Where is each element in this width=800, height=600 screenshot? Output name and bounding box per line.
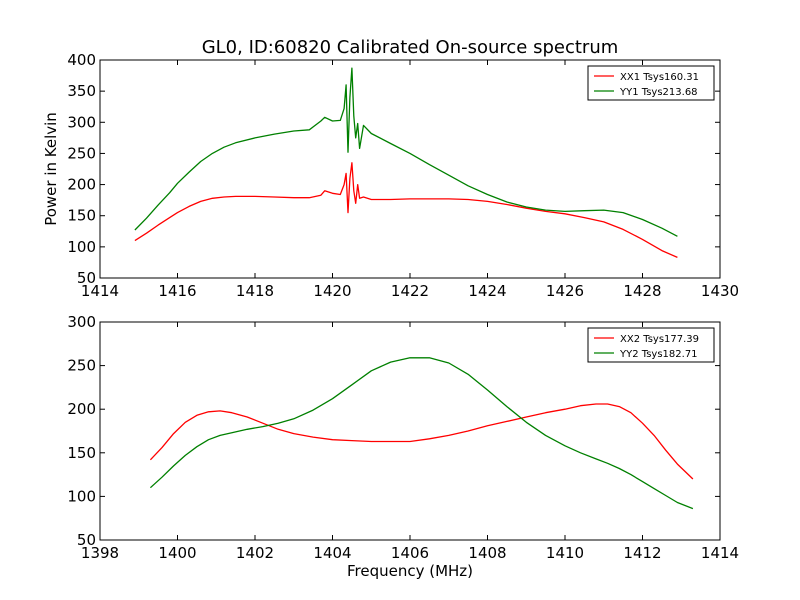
y-tick-label-2: 100 bbox=[67, 487, 96, 505]
x-tick-label-1: 1416 bbox=[158, 282, 196, 300]
series-line-1-2 bbox=[134, 67, 678, 237]
series-line-2-1 bbox=[149, 403, 694, 480]
legend-2: XX2 Tsys177.39 YY2 Tsys182.71 bbox=[587, 327, 715, 363]
x-tick-label-1: 1426 bbox=[546, 282, 584, 300]
subplot-1: 1414 1416 1418 1420 1422 1424 1426 1428 1430 50 10… bbox=[42, 51, 739, 300]
y-tick-label-2: 50 bbox=[77, 531, 96, 549]
y-tick-label-1: 350 bbox=[67, 82, 96, 100]
figure-title: GL0, ID:60820 Calibrated On-source spect… bbox=[202, 37, 619, 58]
x-tick-label-1: 1422 bbox=[391, 282, 429, 300]
legend-label-1-2: YY1 Tsys213.68 bbox=[619, 87, 698, 98]
legend-box-1 bbox=[587, 65, 715, 101]
x-tick-label-2: 1406 bbox=[391, 544, 429, 562]
y-tick-label-1: 400 bbox=[67, 51, 96, 69]
legend-label-2-2: YY2 Tsys182.71 bbox=[619, 349, 698, 360]
legend-label-2-1: XX2 Tsys177.39 bbox=[620, 334, 699, 345]
y-tick-label-1: 50 bbox=[77, 269, 96, 287]
x-tick-label-1: 1424 bbox=[468, 282, 506, 300]
x-tick-label-2: 1402 bbox=[236, 544, 274, 562]
legend-1: XX1 Tsys160.31 YY1 Tsys213.68 bbox=[587, 65, 715, 101]
legend-label-1-1: XX1 Tsys160.31 bbox=[620, 72, 699, 83]
series-line-1-1 bbox=[134, 162, 678, 258]
chart-layer: 1414 1416 1418 1420 1422 1424 1426 1428 1430 50 10… bbox=[42, 51, 739, 580]
legend-box-2 bbox=[587, 327, 715, 363]
x-tick-label-1: 1414 bbox=[81, 282, 119, 300]
x-tick-label-1: 1428 bbox=[623, 282, 661, 300]
y-tick-label-1: 250 bbox=[67, 144, 96, 162]
y-tick-label-2: 200 bbox=[67, 400, 96, 418]
y-tick-label-1: 100 bbox=[67, 238, 96, 256]
x-tick-label-2: 1404 bbox=[313, 544, 351, 562]
y-tick-label-2: 300 bbox=[67, 313, 96, 331]
y-tick-label-1: 300 bbox=[67, 113, 96, 131]
series-line-2-2 bbox=[149, 357, 694, 510]
x-tick-label-2: 1400 bbox=[158, 544, 196, 562]
y-tick-label-1: 150 bbox=[67, 207, 96, 225]
y-tick-label-2: 250 bbox=[67, 357, 96, 375]
x-tick-label-1: 1420 bbox=[313, 282, 351, 300]
y-tick-label-2: 150 bbox=[67, 444, 96, 462]
x-tick-label-1: 1430 bbox=[701, 282, 739, 300]
x-tick-label-2: 1412 bbox=[623, 544, 661, 562]
x-tick-label-2: 1410 bbox=[546, 544, 584, 562]
x-tick-label-2: 1398 bbox=[81, 544, 119, 562]
x-tick-label-2: 1408 bbox=[468, 544, 506, 562]
subplot-2: 1398 1400 1402 1404 1406 1408 1410 1412 1414 50 10… bbox=[67, 313, 739, 580]
x-axis-label-2: Frequency (MHz) bbox=[347, 562, 473, 580]
x-tick-label-2: 1414 bbox=[701, 544, 739, 562]
y-tick-label-1: 200 bbox=[67, 176, 96, 194]
x-tick-label-1: 1418 bbox=[236, 282, 274, 300]
y-axis-label-1: Power in Kelvin bbox=[42, 112, 60, 226]
